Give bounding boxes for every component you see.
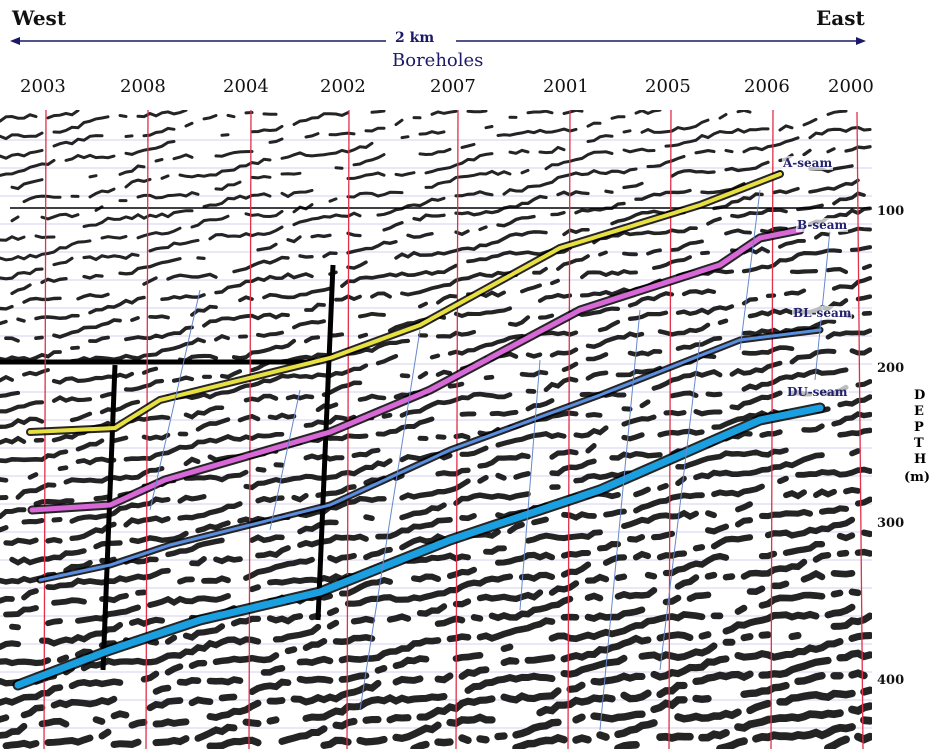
reflector-wiggle	[0, 328, 872, 483]
reflector-wiggle	[0, 226, 872, 383]
reflector-wiggle	[320, 649, 872, 749]
a-seam-horizon	[28, 172, 782, 434]
depth-letter-h: H	[914, 452, 927, 467]
seam-label-a: A-seam	[782, 156, 834, 170]
reflector-wiggle	[0, 164, 854, 311]
depth-letter-e: E	[914, 404, 924, 419]
east-label: East	[816, 6, 865, 30]
reflector-wiggle	[512, 686, 872, 749]
reflector-wiggle	[614, 702, 872, 749]
reflector-wiggle	[410, 669, 868, 749]
borehole-line	[248, 110, 252, 749]
fault-trace	[149, 289, 201, 511]
reflector-wiggle	[110, 612, 872, 748]
borehole-label-2001: 2001	[543, 76, 589, 97]
depth-letter-t: T	[914, 436, 924, 451]
reflector-wiggle	[0, 275, 872, 429]
reflector-wiggle	[0, 111, 278, 160]
fault-trace	[599, 309, 641, 731]
depth-tick-100: 100	[877, 204, 905, 219]
fault-line	[315, 264, 336, 621]
fault-line	[100, 364, 118, 671]
fault-trace	[739, 189, 761, 351]
depth-unit: (m)	[904, 470, 931, 485]
borehole-line	[567, 110, 571, 749]
reflector-wiggle	[0, 125, 872, 281]
depth-tick-200: 200	[877, 361, 905, 376]
reflector-wiggle	[716, 716, 872, 749]
bl-seam-horizon	[38, 328, 822, 582]
scale-label: 2 km	[395, 30, 435, 46]
reflector-wiggle	[0, 110, 188, 141]
boreholes-title: Boreholes	[392, 50, 484, 71]
reflector-wiggle	[0, 427, 872, 585]
reflector-wiggle	[0, 110, 80, 123]
reflector-wiggle	[0, 263, 872, 414]
borehole-label-2003: 2003	[20, 76, 66, 97]
seam-label-bl: BL-seam	[792, 306, 853, 320]
borehole-line	[346, 110, 350, 749]
borehole-line	[455, 110, 459, 749]
borehole-label-2006: 2006	[744, 76, 790, 97]
west-label: West	[12, 6, 67, 30]
reflector-wiggle	[10, 145, 872, 296]
reflector-wiggle	[3, 394, 872, 546]
borehole-label-2002: 2002	[320, 76, 366, 97]
fault-trace	[519, 359, 541, 611]
du-seam-horizon	[14, 404, 824, 689]
reflector-wiggle	[0, 110, 386, 177]
borehole-label-2000: 2000	[828, 76, 874, 97]
borehole-label-2007: 2007	[430, 76, 476, 97]
reflector-wiggle	[22, 110, 584, 204]
borehole-label-2005: 2005	[645, 76, 691, 97]
borehole-label-2008: 2008	[120, 76, 166, 97]
fault-trace	[359, 329, 421, 711]
depth-tick-300: 300	[877, 516, 905, 531]
borehole-label-2004: 2004	[223, 76, 269, 97]
borehole-line	[770, 110, 774, 749]
scale-arrow	[10, 37, 866, 45]
depth-letter-d: D	[914, 388, 926, 403]
reflector-wiggle	[824, 732, 872, 749]
depth-letter-p: P	[914, 420, 924, 435]
reflector-wiggle	[0, 548, 872, 706]
borehole-line	[856, 111, 864, 749]
reflector-wiggle	[10, 110, 488, 191]
fault-trace	[269, 389, 301, 531]
fault-trace	[814, 229, 831, 381]
b-seam-horizon	[29, 227, 803, 513]
seismic-section	[0, 110, 872, 749]
seam-label-b: B-seam	[796, 218, 849, 232]
fault-trace	[659, 339, 701, 671]
seam-label-du: DU-seam	[786, 385, 849, 399]
depth-tick-400: 400	[877, 673, 905, 688]
